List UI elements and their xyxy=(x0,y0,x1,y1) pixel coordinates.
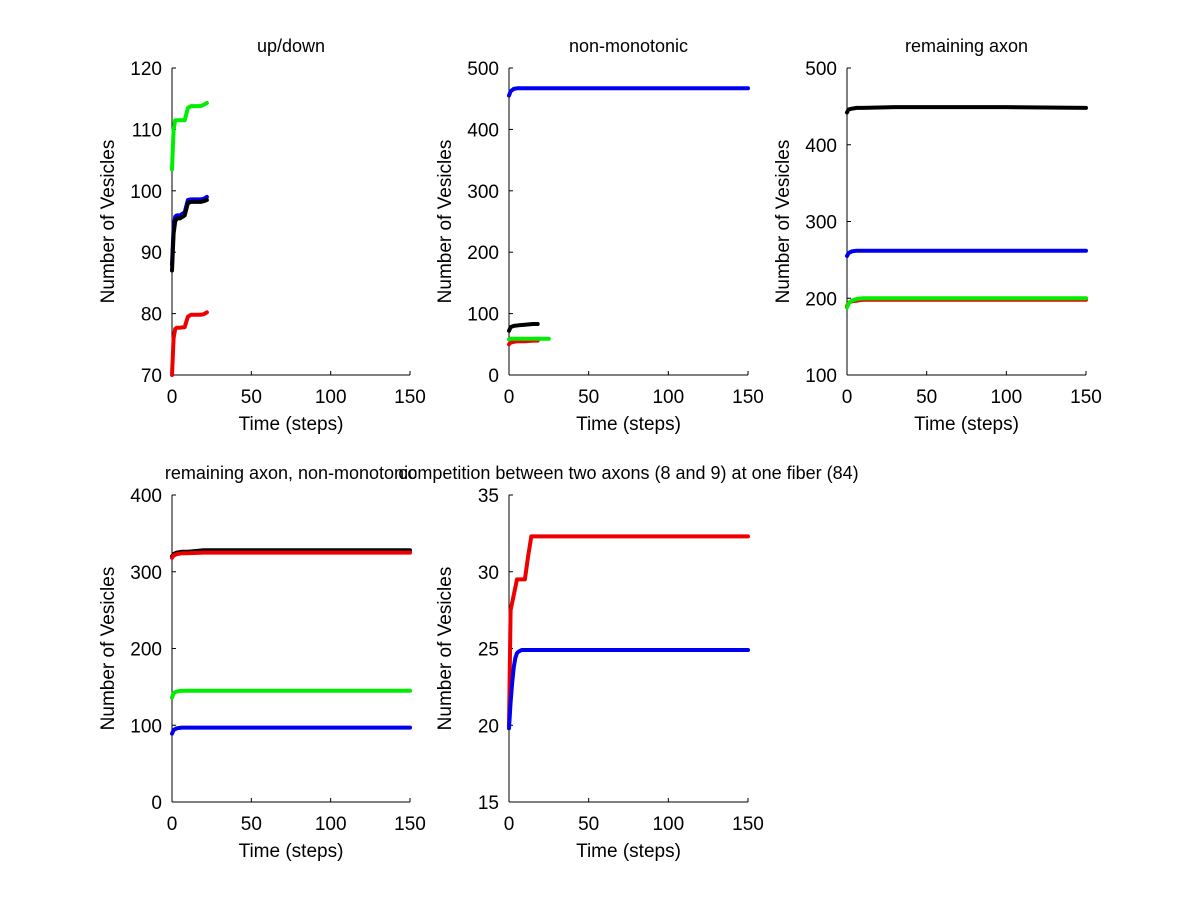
x-tick-label: 150 xyxy=(732,387,764,408)
series-line-green xyxy=(845,296,1088,310)
y-tick-label: 300 xyxy=(130,563,162,584)
x-axis-label: Time (steps) xyxy=(239,414,344,435)
y-tick-label: 200 xyxy=(805,289,837,310)
subplot-title: up/down xyxy=(257,36,325,56)
x-tick-label: 100 xyxy=(315,387,347,408)
y-axis-label: Number of Vesicles xyxy=(435,567,456,731)
series-line-blue xyxy=(507,86,750,98)
series-line-blue xyxy=(507,648,750,731)
series-line-blue xyxy=(170,725,412,736)
y-tick-label: 25 xyxy=(478,640,499,661)
y-tick-label: 35 xyxy=(478,486,499,507)
y-tick-label: 300 xyxy=(467,182,499,203)
y-tick-label: 20 xyxy=(478,716,499,737)
x-tick-label: 100 xyxy=(315,814,347,835)
y-axis-label: Number of Vesicles xyxy=(773,140,794,304)
series-line-blue xyxy=(845,248,1088,258)
y-tick-label: 200 xyxy=(130,640,162,661)
x-tick-label: 50 xyxy=(916,387,937,408)
x-tick-label: 150 xyxy=(1070,387,1102,408)
y-tick-label: 400 xyxy=(805,136,837,157)
y-tick-label: 400 xyxy=(467,120,499,141)
x-tick-label: 0 xyxy=(167,814,178,835)
y-tick-label: 100 xyxy=(805,366,837,387)
x-tick-label: 0 xyxy=(842,387,853,408)
y-tick-label: 300 xyxy=(805,213,837,234)
y-tick-label: 110 xyxy=(132,120,162,141)
series-line-blue xyxy=(170,194,209,267)
subplot-1: 0 50 100 150 70 80 90 100 110 120 up/down Time (ste… xyxy=(98,36,426,435)
x-axis-label: Time (steps) xyxy=(239,841,344,862)
x-tick-label: 100 xyxy=(990,387,1022,408)
x-tick-label: 50 xyxy=(241,387,262,408)
y-tick-label: 70 xyxy=(141,366,162,387)
series-line-black xyxy=(845,105,1088,115)
subplot-title: competition between two axons (8 and 9) … xyxy=(398,463,858,483)
x-tick-label: 150 xyxy=(394,387,426,408)
y-tick-label: 100 xyxy=(130,182,162,203)
x-tick-label: 50 xyxy=(578,814,599,835)
x-tick-label: 100 xyxy=(652,814,684,835)
series-line-red xyxy=(507,338,540,347)
x-tick-label: 150 xyxy=(394,814,426,835)
y-tick-label: 0 xyxy=(488,366,499,387)
subplot-title: remaining axon, non-monotonic xyxy=(165,463,417,483)
y-axis-label: Number of Vesicles xyxy=(435,140,456,304)
series-line-red xyxy=(845,297,1088,308)
series-line-red xyxy=(170,310,209,377)
x-tick-label: 150 xyxy=(732,814,764,835)
series-line-green xyxy=(170,688,412,700)
series-line-black xyxy=(170,198,209,273)
x-tick-label: 0 xyxy=(504,387,515,408)
x-axis-label: Time (steps) xyxy=(576,841,681,862)
y-tick-label: 15 xyxy=(478,793,499,814)
y-tick-label: 100 xyxy=(130,716,162,737)
series-line-red xyxy=(507,534,750,728)
subplot-title: non-monotonic xyxy=(569,36,688,56)
y-axis-label: Number of Vesicles xyxy=(98,140,119,304)
y-tick-label: 80 xyxy=(141,305,162,326)
y-tick-label: 90 xyxy=(141,243,162,264)
subplot-5: 0 50 100 150 15 20 25 30 35 competition between t… xyxy=(398,463,858,862)
series-line-red xyxy=(170,550,412,560)
series-line-green xyxy=(507,336,551,342)
subplot-title: remaining axon xyxy=(905,36,1028,56)
y-tick-label: 200 xyxy=(467,243,499,264)
series-line-green xyxy=(170,101,209,172)
y-tick-label: 100 xyxy=(467,305,499,326)
x-tick-label: 50 xyxy=(578,387,599,408)
x-axis-label: Time (steps) xyxy=(576,414,681,435)
y-axis-label: Number of Vesicles xyxy=(98,567,119,731)
y-tick-label: 120 xyxy=(130,59,162,80)
y-tick-label: 0 xyxy=(151,793,162,814)
y-tick-label: 500 xyxy=(805,59,837,80)
x-tick-label: 0 xyxy=(167,387,178,408)
subplot-2: 0 50 100 150 0 100 200 300 400 500 non-monotonic Ti… xyxy=(435,36,764,435)
series-line-black xyxy=(507,322,540,333)
y-tick-label: 500 xyxy=(467,59,499,80)
x-tick-label: 0 xyxy=(504,814,515,835)
subplot-3: 0 50 100 150 100 200 300 400 500 remaining axon Ti… xyxy=(773,36,1102,435)
x-tick-label: 100 xyxy=(652,387,684,408)
x-axis-label: Time (steps) xyxy=(914,414,1019,435)
y-tick-label: 400 xyxy=(130,486,162,507)
x-tick-label: 50 xyxy=(241,814,262,835)
y-tick-label: 30 xyxy=(478,563,499,584)
